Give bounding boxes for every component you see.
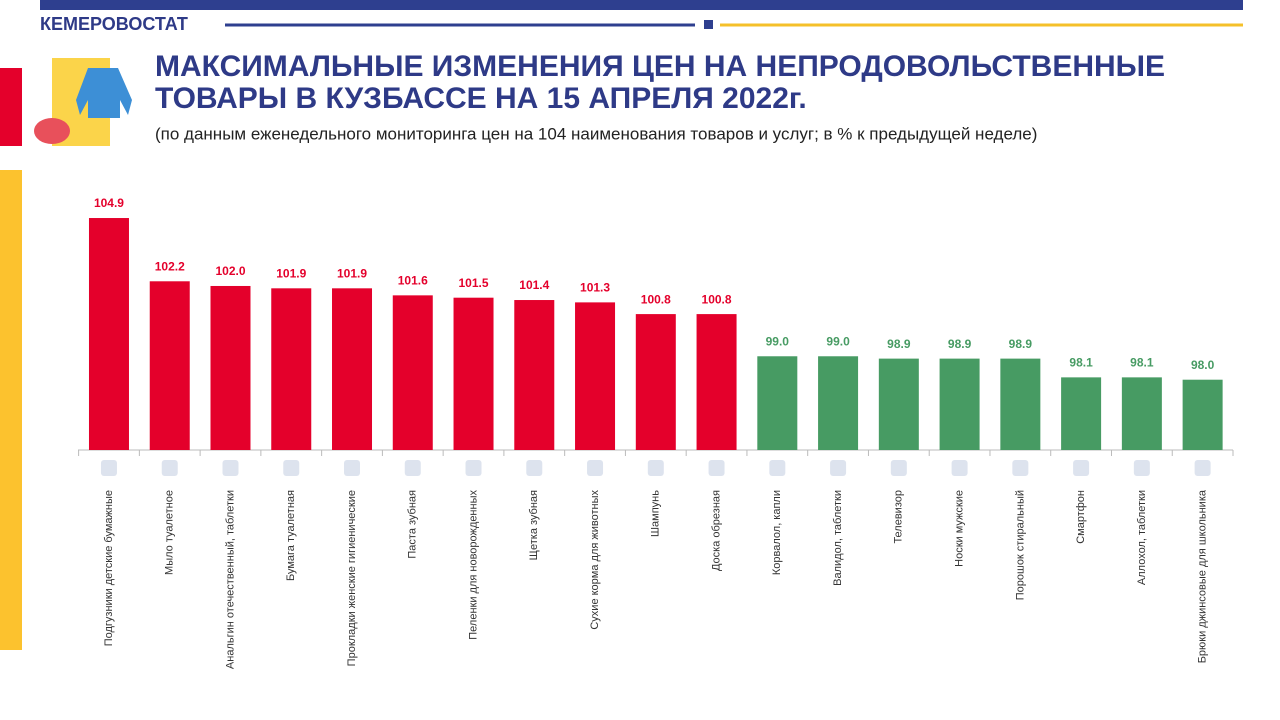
x-tick-label: Анальгин отечественный, таблетки (224, 490, 236, 669)
x-tick-label: Щетка зубная (528, 490, 540, 560)
x-tick-label: Порошок стиральный (1014, 490, 1026, 600)
value-label: 98.1 (1130, 356, 1154, 370)
x-tick-label: Шампунь (650, 490, 662, 537)
icon (100, 460, 117, 476)
x-tick-label: Паста зубная (407, 490, 419, 559)
value-label: 102.2 (155, 259, 185, 273)
icon (344, 460, 361, 476)
value-label: 99.0 (826, 334, 850, 348)
top-band (40, 0, 1243, 10)
bar (635, 314, 676, 450)
bar (392, 295, 433, 450)
header-square (704, 20, 713, 29)
x-tick-label: Носки мужские (953, 490, 965, 567)
value-label: 104.9 (94, 196, 124, 210)
value-label: 99.0 (766, 334, 790, 348)
brand: КЕМЕРОВОСТАТ (40, 14, 188, 34)
x-tick-label: Пеленки для новорожденных (467, 490, 479, 640)
value-label: 100.8 (641, 292, 671, 306)
bar (210, 285, 251, 450)
icon (526, 460, 543, 476)
bar (696, 314, 737, 450)
value-label: 101.4 (519, 278, 549, 292)
bar (1000, 358, 1041, 450)
subtitle: (по данным еженедельного мониторинга цен… (155, 124, 1037, 143)
illustration (34, 58, 132, 146)
value-label: 102.0 (215, 264, 245, 278)
value-label: 98.9 (887, 337, 911, 351)
icon (283, 460, 300, 476)
icon (769, 460, 786, 476)
bar (818, 356, 859, 450)
icon (1012, 460, 1029, 476)
x-tick-label: Бумага туалетная (285, 490, 297, 581)
value-label: 101.9 (276, 266, 306, 280)
bar (271, 288, 312, 450)
icon (1194, 460, 1211, 476)
x-tick-label: Доска обрезная (710, 490, 722, 571)
x-tick-label: Телевизор (893, 490, 905, 544)
value-label: 98.9 (1009, 337, 1033, 351)
value-label: 100.8 (702, 292, 732, 306)
value-label: 101.6 (398, 274, 428, 288)
bar (1182, 379, 1223, 450)
icon (222, 460, 239, 476)
bar (1121, 377, 1162, 450)
bar (757, 356, 798, 450)
bar (88, 218, 129, 450)
icon (404, 460, 421, 476)
icon (161, 460, 178, 476)
value-label: 98.1 (1069, 356, 1093, 370)
bar (878, 358, 919, 450)
side-block (0, 170, 22, 650)
x-tick-label: Смартфон (1075, 490, 1087, 544)
bar (332, 288, 373, 450)
title: МАКСИМАЛЬНЫЕ ИЗМЕНЕНИЯ ЦЕН НА НЕПРОДОВОЛ… (155, 50, 1165, 83)
bar (575, 302, 616, 450)
title: ТОВАРЫ В КУЗБАССЕ НА 15 АПРЕЛЯ 2022г. (155, 82, 807, 115)
value-label: 98.0 (1191, 358, 1215, 372)
icon (465, 460, 482, 476)
icon (708, 460, 725, 476)
x-tick-label: Сухие корма для животных (589, 490, 601, 630)
icon (587, 460, 604, 476)
icon (890, 460, 907, 476)
bar (453, 297, 494, 450)
bar (514, 300, 555, 450)
value-label: 101.9 (337, 266, 367, 280)
bar (149, 281, 190, 450)
x-tick-label: Брюки джинсовые для школьника (1197, 489, 1209, 663)
icon (951, 460, 968, 476)
x-tick-label: Валидол, таблетки (832, 490, 844, 586)
x-tick-label: Мыло туалетное (164, 490, 176, 575)
value-label: 101.5 (459, 276, 489, 290)
value-label: 101.3 (580, 281, 610, 295)
x-tick-label: Прокладки женские гигиенические (346, 490, 358, 666)
x-tick-label: Корвалол, капли (771, 490, 783, 575)
icon (1073, 460, 1090, 476)
bar (939, 358, 980, 450)
value-label: 98.9 (948, 337, 972, 351)
icon (1133, 460, 1150, 476)
side-block (0, 68, 22, 146)
x-tick-label: Подгузники детские бумажные (103, 490, 115, 646)
bar (1061, 377, 1102, 450)
x-tick-label: Аллохол, таблетки (1136, 490, 1148, 585)
icon (830, 460, 847, 476)
icon (647, 460, 664, 476)
